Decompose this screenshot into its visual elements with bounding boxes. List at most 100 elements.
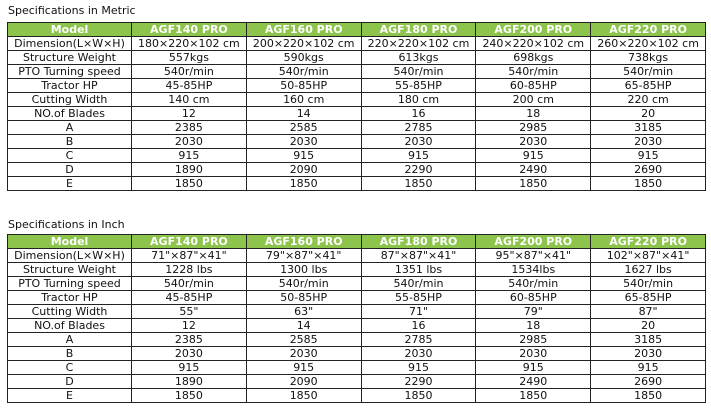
table-cell: 180 cm — [360, 92, 477, 107]
row-label: Structure Weight — [7, 262, 132, 277]
row-label: C — [7, 148, 132, 163]
table-cell: 2030 — [131, 346, 247, 361]
table-cell: 79"×87"×41" — [245, 248, 362, 263]
header-cell: AGF160 PRO — [245, 234, 362, 249]
table-cell: 50-85HP — [245, 78, 362, 93]
header-cell: AGF140 PRO — [131, 234, 247, 249]
table-row: Dimension(L×W×H) 71"×87"×41" 79"×87"×41" 87… — [7, 248, 706, 263]
table-cell: 220 cm — [590, 92, 706, 107]
header-cell: AGF180 PRO — [360, 234, 477, 249]
table-cell: 2585 — [245, 332, 362, 347]
table-cell: 915 — [245, 360, 362, 375]
table-row: PTO Turning speed 540r/min 540r/min 540r/mi… — [7, 276, 706, 291]
table-row: D 1890 2090 2290 2490 2690 — [7, 374, 706, 389]
table-row: Structure Weight 557kgs 590kgs 613kgs 698kgs… — [7, 50, 706, 65]
table-cell: 3185 — [590, 120, 706, 135]
table-cell: 55" — [131, 304, 247, 319]
row-label: Tractor HP — [7, 78, 132, 93]
table-cell: 180×220×102 cm — [131, 36, 247, 51]
table-cell: 12 — [131, 318, 247, 333]
table-cell: 613kgs — [360, 50, 477, 65]
table-cell: 540r/min — [590, 276, 706, 291]
table-cell: 915 — [360, 360, 477, 375]
table-row: B 2030 2030 2030 2030 2030 — [7, 346, 706, 361]
table-cell: 2030 — [590, 134, 706, 149]
header-cell: AGF140 PRO — [131, 22, 247, 37]
header-cell: AGF200 PRO — [475, 22, 592, 37]
table-cell: 18 — [475, 318, 592, 333]
row-label: A — [7, 120, 132, 135]
row-label: PTO Turning speed — [7, 64, 132, 79]
table-cell: 540r/min — [475, 276, 592, 291]
table-cell: 540r/min — [131, 276, 247, 291]
table-cell: 45-85HP — [131, 78, 247, 93]
table-cell: 95"×87"×41" — [475, 248, 592, 263]
header-cell: AGF180 PRO — [360, 22, 477, 37]
table-cell: 540r/min — [360, 64, 477, 79]
row-label: NO.of Blades — [7, 318, 132, 333]
table-cell: 2030 — [245, 346, 362, 361]
table-cell: 260×220×102 cm — [590, 36, 706, 51]
table-cell: 1351 lbs — [360, 262, 477, 277]
table-row: B 2030 2030 2030 2030 2030 — [7, 134, 706, 149]
header-cell: Model — [7, 22, 132, 37]
table-row: NO.of Blades 12 14 16 18 20 — [7, 318, 706, 333]
header-cell: AGF160 PRO — [245, 22, 362, 37]
row-label: Dimension(L×W×H) — [7, 36, 132, 51]
row-label: Cutting Width — [7, 304, 132, 319]
table-cell: 2385 — [131, 332, 247, 347]
inch-title: Specifications in Inch — [8, 218, 125, 231]
table-cell: 1850 — [360, 176, 477, 191]
table-cell: 915 — [590, 360, 706, 375]
table-row: D 1890 2090 2290 2490 2690 — [7, 162, 706, 177]
table-row: NO.of Blades 12 14 16 18 20 — [7, 106, 706, 121]
table-cell: 1850 — [245, 388, 362, 403]
table-cell: 915 — [475, 148, 592, 163]
table-row: E 1850 1850 1850 1850 1850 — [7, 388, 706, 403]
table-row: Cutting Width 140 cm 160 cm 180 cm 200 cm 220… — [7, 92, 706, 107]
table-cell: 2690 — [590, 374, 706, 389]
header-cell: AGF220 PRO — [590, 234, 706, 249]
table-cell: 1850 — [590, 176, 706, 191]
table-cell: 557kgs — [131, 50, 247, 65]
table-cell: 60-85HP — [475, 290, 592, 305]
table-cell: 2490 — [475, 162, 592, 177]
table-cell: 2985 — [475, 332, 592, 347]
table-cell: 1850 — [475, 388, 592, 403]
row-label: NO.of Blades — [7, 106, 132, 121]
row-label: C — [7, 360, 132, 375]
row-label: Cutting Width — [7, 92, 132, 107]
row-label: Tractor HP — [7, 290, 132, 305]
table-cell: 2030 — [360, 346, 477, 361]
table-cell: 16 — [360, 106, 477, 121]
table-cell: 698kgs — [475, 50, 592, 65]
table-cell: 1850 — [590, 388, 706, 403]
table-cell: 1890 — [131, 374, 247, 389]
table-row: Cutting Width 55" 63" 71" 79" 87" — [7, 304, 706, 319]
table-cell: 2290 — [360, 162, 477, 177]
table-cell: 1850 — [245, 176, 362, 191]
table-cell: 1534lbs — [475, 262, 592, 277]
metric-spec-table: Model AGF140 PRO AGF160 PRO AGF180 PRO AGF20… — [7, 22, 706, 191]
table-cell: 71"×87"×41" — [131, 248, 247, 263]
table-cell: 55-85HP — [360, 78, 477, 93]
header-cell: AGF220 PRO — [590, 22, 706, 37]
table-cell: 2785 — [360, 120, 477, 135]
table-cell: 240×220×102 cm — [475, 36, 592, 51]
table-cell: 738kgs — [590, 50, 706, 65]
table-cell: 915 — [131, 360, 247, 375]
table-cell: 540r/min — [590, 64, 706, 79]
table-cell: 2385 — [131, 120, 247, 135]
table-cell: 1850 — [475, 176, 592, 191]
table-row: A 2385 2585 2785 2985 3185 — [7, 332, 706, 347]
table-cell: 540r/min — [131, 64, 247, 79]
table-row: Structure Weight 1228 lbs 1300 lbs 1351 lbs… — [7, 262, 706, 277]
table-cell: 16 — [360, 318, 477, 333]
table-cell: 200 cm — [475, 92, 592, 107]
table-cell: 2090 — [245, 374, 362, 389]
table-row: Tractor HP 45-85HP 50-85HP 55-85HP 60-85HP 65… — [7, 290, 706, 305]
table-cell: 2030 — [360, 134, 477, 149]
table-cell: 45-85HP — [131, 290, 247, 305]
row-label: Dimension(L×W×H) — [7, 248, 132, 263]
table-cell: 915 — [590, 148, 706, 163]
